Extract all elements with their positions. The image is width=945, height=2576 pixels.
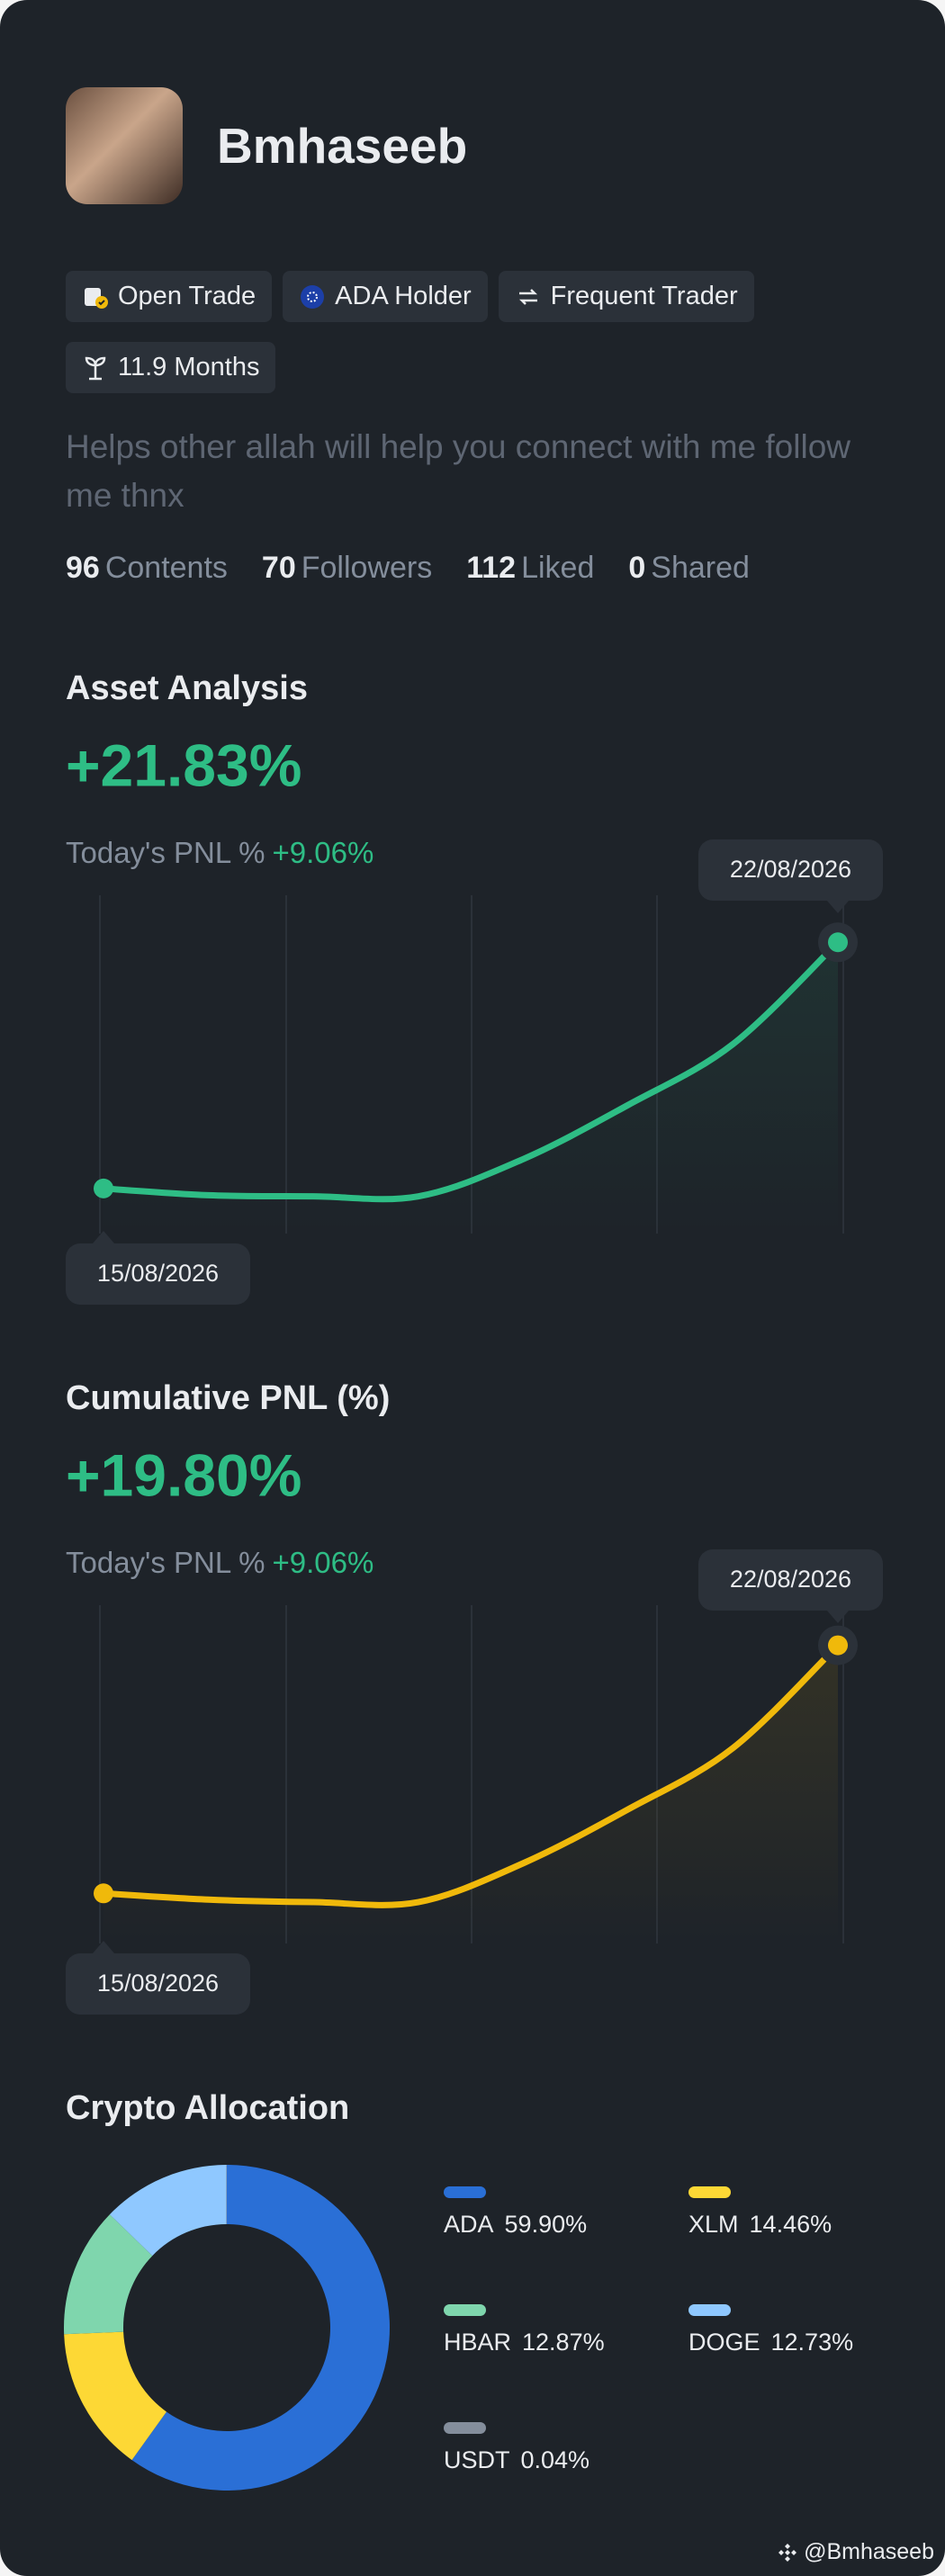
bio: Helps other allah will help you connect … xyxy=(66,428,850,514)
badge-label: Frequent Trader xyxy=(550,282,738,310)
headline: +19.80% xyxy=(66,1441,302,1508)
slice xyxy=(109,2165,227,2257)
avatar xyxy=(66,87,183,204)
tooltip-pointer xyxy=(93,1941,114,1953)
badge-label: 11.9 Months xyxy=(118,353,260,381)
stat-value: 0 xyxy=(628,551,646,585)
area xyxy=(104,942,838,1234)
chart-title: Cumulative PNL (%) xyxy=(66,1379,390,1417)
badge-label: Open Trade xyxy=(118,282,256,310)
slice xyxy=(131,2165,390,2491)
legend-entry: USDT 0.04% xyxy=(444,2446,590,2473)
point xyxy=(828,1635,848,1656)
stat-label: Contents xyxy=(104,551,228,585)
stat-label: Followers xyxy=(301,551,433,585)
tooltip xyxy=(66,1243,250,1305)
stat-label: Shared xyxy=(651,551,750,585)
pnl-label: Today's PNL % xyxy=(66,836,266,869)
badge: 11.9 Months xyxy=(66,342,276,393)
tooltip xyxy=(698,839,883,901)
tooltip-pointer xyxy=(827,901,849,913)
legend-entry: ADA 59.90% xyxy=(444,2211,587,2238)
stat-value: 70 xyxy=(261,551,296,585)
legend-value: 14.46% xyxy=(750,2211,832,2238)
line xyxy=(100,1642,842,1908)
stat-value: 112 xyxy=(466,551,517,585)
stat: 70 Followers xyxy=(262,551,432,586)
legend-name: USDT xyxy=(444,2446,510,2473)
legend-name: DOGE xyxy=(688,2329,760,2356)
tooltip xyxy=(698,1549,883,1611)
legend-entry: HBAR 12.87% xyxy=(444,2329,605,2356)
legend-swatch xyxy=(688,2186,731,2198)
area xyxy=(104,1645,838,1943)
badge: Frequent Trader xyxy=(498,271,754,322)
badges: Open Trade ADA Holder Frequent Trader 11… xyxy=(66,271,840,393)
stat: 112 Liked xyxy=(466,551,594,586)
pnl-value: +9.06% xyxy=(273,1546,374,1579)
stat: 96 Contents xyxy=(66,551,228,586)
slice xyxy=(64,2214,153,2335)
tooltip-label: 15/08/2026 xyxy=(97,1260,219,1287)
legend-value: 0.04% xyxy=(521,2446,590,2473)
badge: Open Trade xyxy=(66,271,273,322)
badge: ADA Holder xyxy=(283,271,488,322)
chart-title: Asset Analysis xyxy=(66,669,308,707)
stats: 96 Contents 70 Followers 112 Liked 0 Shared xyxy=(66,551,750,586)
headline: +21.83% xyxy=(66,732,302,798)
pnl: Today's PNL % +9.06% xyxy=(66,836,374,869)
legend-name: ADA xyxy=(444,2211,494,2238)
legend-value: 12.73% xyxy=(771,2329,854,2356)
legend-swatch xyxy=(444,2422,486,2434)
legend-swatch xyxy=(688,2304,731,2316)
tooltip-label: 22/08/2026 xyxy=(730,856,851,883)
pnl: Today's PNL % +9.06% xyxy=(66,1546,374,1579)
point xyxy=(828,932,848,953)
legend-entry: XLM 14.46% xyxy=(688,2211,832,2238)
legend-name: HBAR xyxy=(444,2329,511,2356)
chart-title: Crypto Allocation xyxy=(66,2089,349,2127)
tooltip-pointer xyxy=(827,1611,849,1623)
stat-label: Liked xyxy=(521,551,595,585)
tooltip-pointer xyxy=(93,1231,114,1243)
tooltip xyxy=(66,1953,250,2015)
watermark: @Bmhaseeb xyxy=(777,2539,934,2565)
point xyxy=(94,1883,113,1904)
legend-entry: DOGE 12.73% xyxy=(688,2329,853,2356)
user-name: Bmhaseeb xyxy=(217,118,468,174)
legend-name: XLM xyxy=(688,2211,739,2238)
badge-label: ADA Holder xyxy=(335,282,472,310)
tooltip-label: 22/08/2026 xyxy=(730,1566,851,1593)
legend-value: 12.87% xyxy=(522,2329,605,2356)
legend-swatch xyxy=(444,2186,486,2198)
slice xyxy=(64,2331,166,2461)
stat: 0 Shared xyxy=(628,551,750,586)
line xyxy=(100,938,842,1203)
point xyxy=(94,1178,113,1198)
legend-swatch xyxy=(444,2304,486,2316)
tooltip-label: 15/08/2026 xyxy=(97,1970,219,1997)
pnl-label: Today's PNL % xyxy=(66,1546,266,1579)
stat-value: 96 xyxy=(66,551,100,585)
legend-value: 59.90% xyxy=(505,2211,588,2238)
pnl-value: +9.06% xyxy=(273,836,374,869)
watermark-text: @Bmhaseeb xyxy=(804,2539,934,2564)
